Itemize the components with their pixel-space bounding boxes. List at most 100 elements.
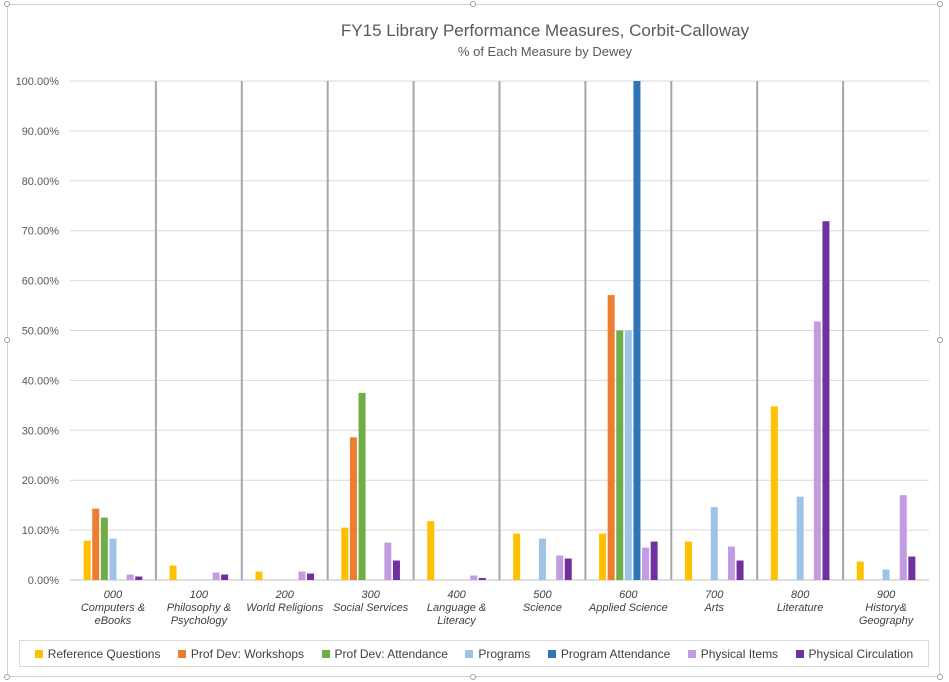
bar[interactable]	[358, 392, 366, 580]
resize-handle-bottom-left[interactable]	[4, 674, 10, 680]
legend-item[interactable]: Prof Dev: Attendance	[321, 647, 448, 661]
bar[interactable]	[599, 533, 607, 580]
bar[interactable]	[899, 495, 907, 580]
legend-label: Prof Dev: Workshops	[190, 646, 305, 661]
x-tick-label: 900	[877, 589, 896, 601]
resize-handle-bottom-right[interactable]	[937, 674, 943, 680]
category-separators	[70, 81, 929, 581]
y-axis: 0.00% 10.00% 20.00% 30.00% 40.00% 50.00% 60.00…	[16, 76, 60, 587]
bar[interactable]	[212, 572, 220, 580]
bar[interactable]	[882, 569, 890, 580]
x-tick-label: 000	[104, 589, 123, 601]
x-tick-label: Literature	[777, 602, 823, 614]
bar[interactable]	[255, 571, 263, 580]
bar[interactable]	[556, 555, 564, 580]
bar[interactable]	[650, 541, 658, 580]
resize-handle-bottom[interactable]	[470, 674, 476, 680]
legend-swatch	[687, 649, 696, 658]
y-tick-label: 50.00%	[22, 326, 60, 338]
bar[interactable]	[710, 507, 718, 580]
x-tick-label: Applied Science	[588, 602, 668, 614]
bar[interactable]	[478, 578, 486, 580]
bar[interactable]	[564, 558, 572, 580]
bar[interactable]	[513, 533, 521, 580]
x-tick-label: 800	[791, 589, 810, 601]
bar[interactable]	[856, 561, 864, 580]
bar[interactable]	[796, 496, 804, 580]
resize-handle-top[interactable]	[470, 1, 476, 7]
y-tick-label: 0.00%	[28, 575, 59, 587]
bar[interactable]	[616, 330, 624, 581]
x-tick-label: 700	[705, 589, 724, 601]
legend-item[interactable]: Program Attendance	[547, 647, 670, 661]
bar[interactable]	[221, 574, 229, 580]
bar[interactable]	[92, 508, 100, 580]
bar[interactable]	[633, 81, 641, 580]
legend-swatch	[321, 649, 330, 658]
bar[interactable]	[307, 573, 315, 580]
x-tick-label: Psychology	[171, 615, 229, 627]
chart-svg: FY15 Library Performance Measures, Corbi…	[16, 21, 929, 627]
x-tick-label: 300	[361, 589, 380, 601]
legend-swatch	[465, 649, 474, 658]
bar[interactable]	[100, 517, 108, 580]
bar[interactable]	[298, 571, 306, 580]
legend-swatch	[177, 649, 186, 658]
bar[interactable]	[538, 538, 546, 580]
bar[interactable]	[813, 321, 821, 580]
legend-swatch	[34, 649, 43, 658]
y-tick-label: 20.00%	[22, 475, 60, 487]
x-tick-label: Computers &	[81, 602, 145, 614]
x-tick-label: World Religions	[246, 602, 324, 614]
bar[interactable]	[607, 295, 615, 580]
bar[interactable]	[770, 406, 778, 580]
bar[interactable]	[169, 565, 177, 580]
resize-handle-right[interactable]	[937, 337, 943, 343]
legend-item[interactable]: Programs	[465, 647, 530, 661]
bar[interactable]	[727, 546, 735, 580]
bar[interactable]	[642, 547, 650, 580]
chart-title: FY15 Library Performance Measures, Corbi…	[341, 21, 750, 40]
legend-item[interactable]: Prof Dev: Workshops	[177, 646, 305, 661]
bar[interactable]	[135, 576, 143, 580]
legend-item[interactable]: Physical Items	[687, 647, 778, 661]
y-tick-label: 60.00%	[22, 276, 60, 288]
bar[interactable]	[384, 542, 392, 580]
bar[interactable]	[908, 556, 916, 580]
y-tick-label: 100.00%	[16, 76, 60, 88]
bar[interactable]	[624, 330, 632, 581]
y-tick-label: 80.00%	[22, 176, 60, 188]
y-tick-label: 40.00%	[22, 375, 60, 387]
legend-swatch	[795, 649, 804, 658]
bar[interactable]	[392, 560, 400, 580]
bar[interactable]	[341, 527, 349, 580]
bar[interactable]	[684, 541, 692, 580]
legend-swatch	[547, 649, 556, 658]
x-tick-label: Social Services	[333, 602, 409, 614]
resize-handle-top-left[interactable]	[4, 1, 10, 7]
bar[interactable]	[109, 538, 117, 580]
x-tick-label: Literacy	[437, 615, 477, 627]
legend[interactable]: Reference Questions Prof Dev: Workshops Pr…	[19, 640, 929, 667]
bar[interactable]	[470, 575, 478, 580]
legend-item[interactable]: Physical Circulation	[795, 647, 913, 661]
bar[interactable]	[427, 521, 435, 580]
x-tick-label: 200	[275, 589, 295, 601]
bar[interactable]	[349, 437, 357, 580]
bar[interactable]	[126, 574, 134, 580]
x-tick-label: 400	[447, 589, 466, 601]
y-tick-label: 10.00%	[22, 525, 60, 537]
bar[interactable]	[83, 540, 91, 580]
bar[interactable]	[822, 221, 830, 580]
resize-handle-top-right[interactable]	[937, 1, 943, 7]
legend-item[interactable]: Reference Questions	[34, 646, 161, 661]
resize-handle-left[interactable]	[4, 337, 10, 343]
x-tick-label: eBooks	[95, 615, 132, 627]
y-tick-label: 70.00%	[22, 226, 60, 238]
bar[interactable]	[736, 560, 744, 580]
x-tick-label: Geography	[859, 615, 915, 627]
x-tick-label: History&	[865, 602, 907, 614]
x-tick-label: 100	[190, 589, 209, 601]
legend-label: Reference Questions	[47, 646, 161, 661]
